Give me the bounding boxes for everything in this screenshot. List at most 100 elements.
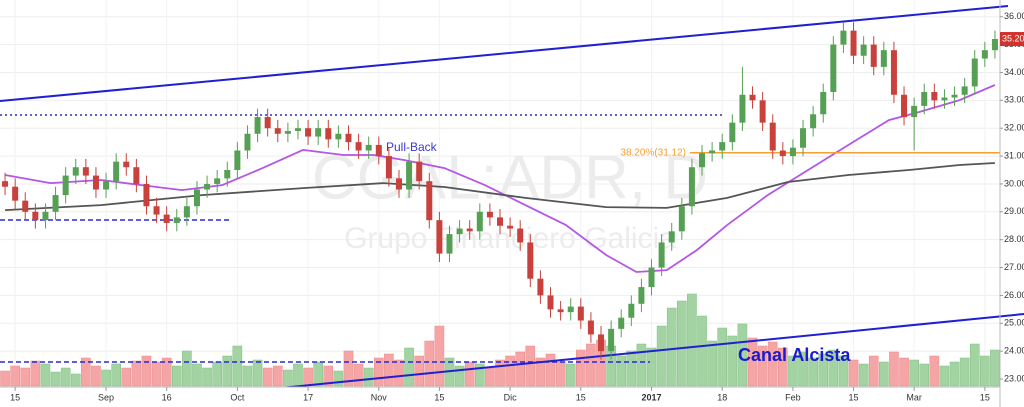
volume-bar xyxy=(171,365,182,387)
volume-bar xyxy=(495,359,505,387)
volume-bar xyxy=(10,365,20,387)
y-tick-label: 28.00 xyxy=(1004,234,1024,244)
x-tick-label: 15 xyxy=(576,392,586,402)
candle-body xyxy=(123,161,130,168)
volume-bar xyxy=(646,347,657,387)
volume-bar xyxy=(990,349,1000,387)
candle-body xyxy=(981,50,988,59)
candle-body xyxy=(658,242,665,268)
candle-body xyxy=(719,142,726,151)
volume-bar xyxy=(303,367,313,387)
volume-bar xyxy=(464,361,475,387)
volume-bar xyxy=(434,325,445,387)
volume-bar xyxy=(687,293,697,387)
volume-bar xyxy=(373,357,384,387)
y-tick-label: 34.00 xyxy=(1004,67,1024,77)
candle-body xyxy=(668,231,675,243)
volume-bar xyxy=(929,355,940,387)
fib-level-layer: 38.20%(31.12) xyxy=(620,147,1000,158)
candle-body xyxy=(133,167,140,184)
candle-body xyxy=(193,189,200,207)
candle-body xyxy=(82,167,89,176)
volume-bar xyxy=(202,367,212,387)
x-tick-label: 18 xyxy=(717,392,727,402)
candle-body xyxy=(709,150,716,154)
volume-bar xyxy=(838,355,849,387)
volume-bar xyxy=(232,345,243,387)
y-tick-label: 36.00 xyxy=(1004,11,1024,21)
volume-bar xyxy=(30,360,41,387)
candle-body xyxy=(183,206,190,218)
candle-body xyxy=(173,217,180,223)
candle-body xyxy=(62,175,69,196)
candle-body xyxy=(870,44,877,67)
y-tick-label: 32.00 xyxy=(1004,123,1024,133)
volume-bar xyxy=(293,363,303,387)
candle-body xyxy=(22,200,29,212)
volume-bar xyxy=(40,363,51,387)
candle-body xyxy=(971,58,978,87)
volume-bar xyxy=(969,343,980,387)
candle-body xyxy=(204,183,211,190)
volume-bar xyxy=(576,349,586,387)
volume-bar xyxy=(111,363,121,387)
volume-bar xyxy=(555,361,566,387)
volume-bar xyxy=(81,357,91,387)
candle-body xyxy=(264,117,271,129)
y-tick-label: 27.00 xyxy=(1004,262,1024,272)
volume-bar xyxy=(20,367,31,387)
candle-body xyxy=(315,128,322,137)
volume-bar xyxy=(626,350,637,387)
y-tick-label: 25.00 xyxy=(1004,318,1024,328)
candle-body xyxy=(395,178,402,190)
candle-body xyxy=(42,211,49,221)
volume-bar xyxy=(677,300,687,387)
candle-body xyxy=(800,128,807,148)
volume-bar xyxy=(899,357,909,387)
candle-body xyxy=(527,242,534,279)
candle-body xyxy=(32,211,39,221)
volume-bar xyxy=(485,367,495,387)
y-tick-label: 33.00 xyxy=(1004,95,1024,105)
volume-bar xyxy=(666,307,677,387)
volume-bar xyxy=(616,355,627,387)
candle-body xyxy=(305,128,312,137)
candle-body xyxy=(911,105,918,118)
candle-body xyxy=(901,94,908,118)
volume-bar xyxy=(222,355,233,387)
candle-body xyxy=(931,91,938,101)
volume-bar xyxy=(394,359,404,387)
x-tick-label: Feb xyxy=(785,392,801,402)
fib-level-label: 38.20%(31.12) xyxy=(620,147,686,158)
candle-body xyxy=(426,181,433,221)
candle-body xyxy=(345,133,352,143)
volume-bar xyxy=(242,365,253,387)
candle-body xyxy=(729,122,736,143)
candle-body xyxy=(678,206,685,232)
candle-body xyxy=(880,50,887,67)
volume-bar xyxy=(980,355,990,387)
candle-body xyxy=(375,144,382,157)
y-tick-label: 29.00 xyxy=(1004,206,1024,216)
candle-body xyxy=(385,156,392,179)
candle-body xyxy=(517,228,524,243)
volume-bar xyxy=(91,365,101,387)
candle-body xyxy=(254,117,261,134)
volume-bar xyxy=(121,367,132,387)
candle-body xyxy=(224,170,231,179)
volume-bar xyxy=(808,357,818,387)
candle-layer xyxy=(2,22,998,360)
candle-body xyxy=(688,167,695,207)
volume-bar xyxy=(828,349,839,387)
candle-body xyxy=(890,50,897,95)
candle-body xyxy=(12,186,19,201)
candle-body xyxy=(749,94,756,101)
volume-bar xyxy=(262,367,273,387)
candle-body xyxy=(274,128,281,134)
volume-bar xyxy=(182,350,192,387)
candle-body xyxy=(951,94,958,98)
channel-annotation: Canal Alcista xyxy=(738,345,851,365)
x-tick-label: 17 xyxy=(303,392,313,402)
candle-body xyxy=(628,303,635,318)
volume-bar xyxy=(747,337,758,387)
